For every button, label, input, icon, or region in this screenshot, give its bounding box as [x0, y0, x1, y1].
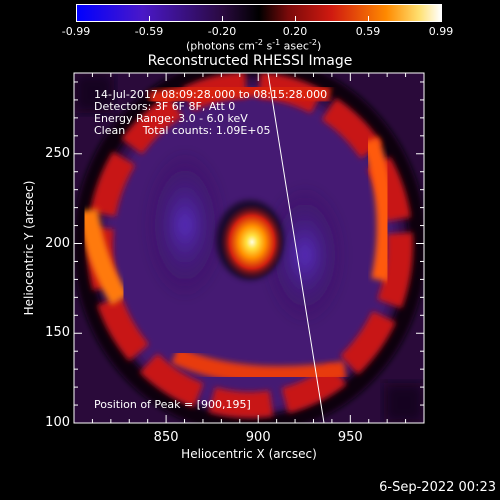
- ring-hotspot-top: [148, 80, 332, 108]
- corner-dark-br: [384, 383, 424, 423]
- annotation-detectors: Detectors: 3F 6F 8F, Att 0: [94, 100, 236, 113]
- x-tick-label-900: 900: [245, 430, 271, 445]
- corner-dark-tl: [74, 73, 114, 113]
- colorbar-tick-4: 0.59: [355, 25, 381, 38]
- blue-lobe-left: [145, 150, 225, 300]
- y-axis-label: Heliocentric Y (arcsec): [22, 180, 36, 316]
- x-tick-label-950: 950: [337, 430, 363, 445]
- ring-hotspot-left: [78, 208, 129, 306]
- y-tick-label-250: 250: [45, 145, 70, 161]
- y-tick-label-100: 100: [45, 415, 70, 430]
- colorbar-tick-mark-1: [149, 16, 150, 21]
- dark-ring: [74, 73, 424, 423]
- colorbar-tick-2: -0.20: [207, 25, 237, 38]
- annotation-clean: Clean Total counts: 1.09E+05: [94, 124, 271, 137]
- x-tick-label-850: 850: [153, 430, 179, 445]
- timestamp: 6-Sep-2022 00:23: [379, 480, 496, 495]
- y-tick-label-200: 200: [45, 235, 70, 251]
- annotation-time: 14-Jul-2017 08:09:28.000 to 08:15:28.000: [94, 88, 328, 101]
- colorbar-tick-3: 0.20: [282, 25, 308, 38]
- colorbar-tick-5: 0.99: [428, 25, 454, 38]
- ring-hotspot-right: [361, 136, 395, 282]
- colorbar-tick-labels: -0.99 -0.59 -0.20 0.20 0.59 0.99: [0, 0, 500, 40]
- colorbar: [76, 4, 442, 22]
- x-axis-label: Heliocentric X (arcsec): [181, 447, 317, 461]
- colorbar-tick-0: -0.99: [61, 25, 91, 38]
- colorbar-unit-label: (photons cm-2 s-1 asec-2): [186, 38, 322, 53]
- colorbar-tick-mark-5: [441, 16, 442, 21]
- solar-limb: [267, 73, 325, 423]
- flare-core: [220, 204, 284, 280]
- colorbar-tick-mark-0: [76, 16, 77, 21]
- colorbar-tick-mark-3: [295, 16, 296, 21]
- colorbar-tick-1: -0.59: [134, 25, 164, 38]
- plot-frame: [73, 72, 425, 424]
- y-tick-label-150: 150: [45, 325, 70, 341]
- chart-title: Reconstructed RHESSI Image: [147, 53, 353, 69]
- blue-lobe-right: [265, 185, 345, 325]
- ring-hotspot-bottom: [171, 346, 347, 384]
- annotation-peak: Position of Peak = [900,195]: [94, 398, 251, 411]
- colorbar-tick-mark-4: [368, 16, 369, 21]
- axis-ticks: [74, 73, 424, 424]
- annotation-energy: Energy Range: 3.0 - 6.0 keV: [94, 112, 248, 125]
- colorbar-tick-mark-2: [222, 16, 223, 21]
